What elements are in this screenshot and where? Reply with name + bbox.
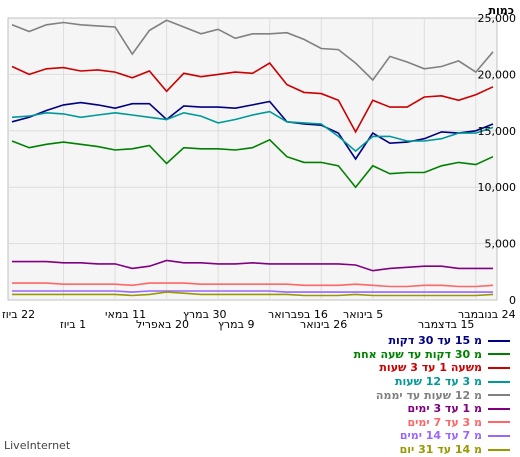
brand-footer: LiveInternet xyxy=(4,439,71,452)
series-line-6 xyxy=(12,282,494,288)
x-tick-label: 16 בפברואר xyxy=(268,308,328,321)
y-tick-label: 0 xyxy=(509,294,516,307)
legend-entry: מ 15 עד 30 דקות xyxy=(212,334,512,348)
x-tick-label: 20 באפריל xyxy=(136,318,189,331)
legend-swatch xyxy=(488,421,510,424)
y-axis-title: כמות xyxy=(488,4,514,17)
series-line-7 xyxy=(12,290,493,293)
x-tick-labels: 22 ביוז 11 במאי 30 במרץ 16 בפברואר 5 בינואר 2… xyxy=(2,308,516,331)
y-tick-label: 15,000 xyxy=(478,125,517,138)
y-tick-labels: 0 5,000 10,000 15,000 20,000 25,000 xyxy=(478,12,517,307)
legend-entry: מ 7 עד 14 ימים xyxy=(212,429,512,443)
legend-entry: מ 30 דקות עד שעה אחת xyxy=(212,348,512,362)
legend-swatch xyxy=(488,407,510,410)
y-tick-label: 20,000 xyxy=(478,68,517,81)
series-line-2 xyxy=(11,62,494,134)
grid xyxy=(8,18,497,300)
legend-entry: משעה 1 עד 3 שעות xyxy=(212,361,512,375)
legend-label: מ 14 עד 31 יום xyxy=(399,443,482,457)
legend-label: מ 7 עד 14 ימים xyxy=(399,429,482,443)
legend-swatch xyxy=(488,366,510,369)
series-group xyxy=(11,19,494,297)
legend-label: משעה 1 עד 3 שעות xyxy=(379,361,482,375)
y-tick-label: 25,000 xyxy=(478,12,517,25)
legend-entry: מ 3 עד 7 ימים xyxy=(212,416,512,430)
x-tick-label: 30 במרץ xyxy=(183,308,226,321)
legend-entry: מ 3 עד 12 שעות xyxy=(212,375,512,389)
legend-swatch xyxy=(488,448,510,451)
x-tick-label: 26 בינואר xyxy=(300,318,347,331)
legend-label: מ 1 עד 3 ימים xyxy=(407,402,483,416)
legend-label: מ 12 שעות עד יממה xyxy=(375,388,482,402)
legend-entry: מ 14 עד 31 יום xyxy=(212,443,512,457)
series-line-5 xyxy=(12,259,493,272)
legend-swatch xyxy=(488,380,510,383)
x-tick-label: 1 ביוז xyxy=(60,318,86,331)
plot-area xyxy=(7,17,498,301)
x-tick-label: 24 בנובמבר xyxy=(458,308,516,321)
series-line-3 xyxy=(11,110,494,153)
legend-label: מ 3 עד 7 ימים xyxy=(407,415,483,429)
x-tick-label: 15 בדצמבר xyxy=(418,318,474,331)
legend-swatch xyxy=(488,339,510,342)
series-line-4 xyxy=(11,19,494,82)
legend-label: מ 3 עד 12 שעות xyxy=(394,375,482,389)
legend-swatch xyxy=(488,434,510,437)
legend-label: מ 15 עד 30 דקות xyxy=(388,334,482,348)
legend: מ 15 עד 30 דקות מ 30 דקות עד שעה אחת משעה … xyxy=(212,334,512,456)
y-tick-label: 10,000 xyxy=(478,181,517,194)
legend-swatch xyxy=(488,394,510,397)
legend-label: מ 30 דקות עד שעה אחת xyxy=(353,347,482,361)
legend-entry: מ 1 עד 3 ימים xyxy=(212,402,512,416)
series-line-8 xyxy=(12,291,494,297)
legend-swatch xyxy=(488,353,510,356)
legend-entry: מ 12 שעות עד יממה xyxy=(212,388,512,402)
x-tick-label: 11 במאי xyxy=(105,308,146,321)
x-tick-label: 9 במרץ xyxy=(218,318,254,331)
y-tick-label: 5,000 xyxy=(485,238,517,251)
series-line-1 xyxy=(11,138,494,189)
x-tick-label: 22 ביוז xyxy=(2,308,35,321)
x-tick-label: 5 בינואר xyxy=(343,308,383,321)
